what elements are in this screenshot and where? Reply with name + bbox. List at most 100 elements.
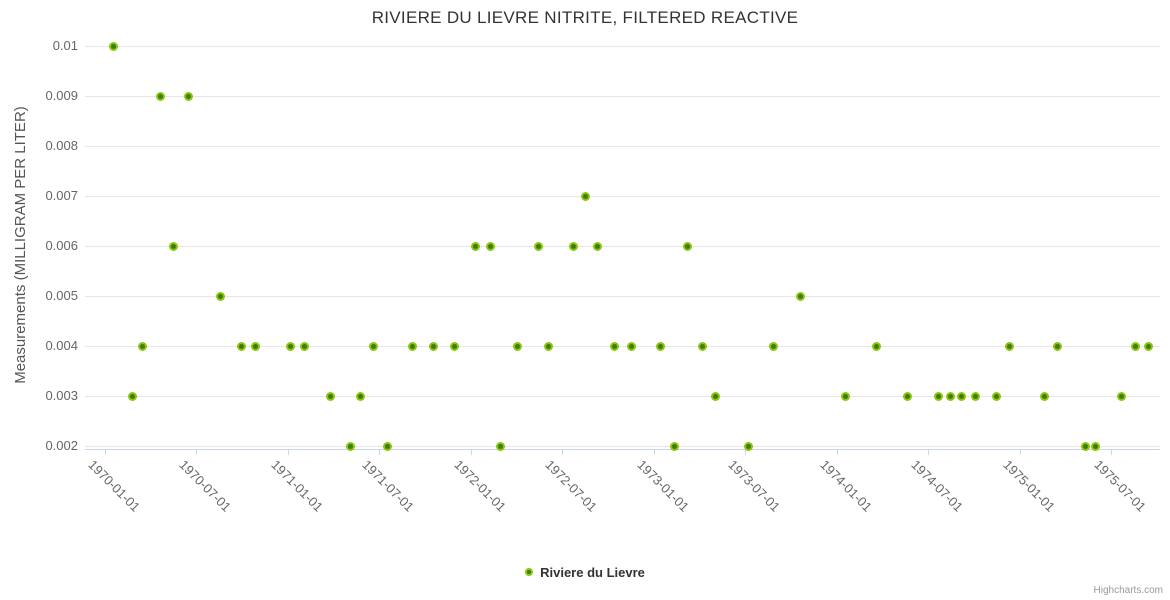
data-point[interactable] xyxy=(945,391,955,401)
y-gridline xyxy=(85,96,1160,97)
data-point[interactable] xyxy=(496,441,506,451)
y-gridline xyxy=(85,46,1160,47)
data-point[interactable] xyxy=(1091,441,1101,451)
data-point[interactable] xyxy=(992,391,1002,401)
x-axis-tick xyxy=(745,449,747,455)
x-axis-tick-label: 1970-01-01 xyxy=(85,457,144,515)
data-point[interactable] xyxy=(683,241,693,251)
data-point[interactable] xyxy=(1116,391,1126,401)
data-point[interactable] xyxy=(486,241,496,251)
data-point[interactable] xyxy=(533,241,543,251)
data-point[interactable] xyxy=(108,41,118,51)
data-point[interactable] xyxy=(382,441,392,451)
data-point[interactable] xyxy=(743,441,753,451)
data-point[interactable] xyxy=(1005,341,1015,351)
data-point[interactable] xyxy=(429,341,439,351)
data-point[interactable] xyxy=(251,341,261,351)
data-point[interactable] xyxy=(610,341,620,351)
x-axis-tick-label: 1972-07-01 xyxy=(542,457,601,515)
data-point[interactable] xyxy=(286,341,296,351)
data-point[interactable] xyxy=(450,341,460,351)
x-axis-tick-label: 1975-01-01 xyxy=(1000,457,1059,515)
x-axis-tick xyxy=(928,449,930,455)
data-point[interactable] xyxy=(796,291,806,301)
highcharts-credits[interactable]: Highcharts.com xyxy=(1093,585,1163,596)
data-point[interactable] xyxy=(956,391,966,401)
data-point[interactable] xyxy=(325,391,335,401)
data-point[interactable] xyxy=(970,391,980,401)
data-point[interactable] xyxy=(627,341,637,351)
x-axis-tick xyxy=(1111,449,1112,455)
x-axis-tick xyxy=(287,449,289,455)
x-axis-tick-label: 1973-07-01 xyxy=(725,457,784,515)
x-axis-tick-label: 1971-07-01 xyxy=(359,457,417,515)
data-point[interactable] xyxy=(1130,341,1140,351)
y-axis-tick-label: 0.006 xyxy=(45,238,78,253)
x-axis-tick xyxy=(562,449,564,455)
y-gridline xyxy=(85,346,1160,347)
y-gridline xyxy=(85,196,1160,197)
data-point[interactable] xyxy=(1053,341,1063,351)
x-axis-tick xyxy=(378,449,380,455)
legend-item[interactable]: Riviere du Lievre xyxy=(0,562,1170,582)
data-point[interactable] xyxy=(471,241,481,251)
data-point[interactable] xyxy=(137,341,147,351)
x-axis-tick xyxy=(1020,449,1022,455)
x-axis-tick-label: 1974-07-01 xyxy=(908,457,967,515)
data-point[interactable] xyxy=(183,91,193,101)
x-axis-line xyxy=(85,449,1160,450)
data-point[interactable] xyxy=(698,341,708,351)
legend-label: Riviere du Lievre xyxy=(540,564,645,580)
data-point[interactable] xyxy=(903,391,913,401)
data-point[interactable] xyxy=(155,91,165,101)
data-point[interactable] xyxy=(872,341,882,351)
y-gridline xyxy=(85,296,1160,297)
y-gridline xyxy=(85,146,1160,147)
data-point[interactable] xyxy=(1040,391,1050,401)
y-gridline xyxy=(85,446,1160,447)
y-gridline xyxy=(85,246,1160,247)
y-axis-tick-label: 0.004 xyxy=(45,338,78,353)
data-point[interactable] xyxy=(345,441,355,451)
data-point[interactable] xyxy=(512,341,522,351)
x-axis-tick-label: 1973-01-01 xyxy=(634,457,693,515)
x-axis-tick-label: 1970-07-01 xyxy=(176,457,234,515)
x-axis-tick-label: 1971-01-01 xyxy=(268,457,326,515)
data-point[interactable] xyxy=(841,391,851,401)
data-point[interactable] xyxy=(216,291,226,301)
y-axis-tick-label: 0.008 xyxy=(45,138,78,153)
y-axis-tick-label: 0.009 xyxy=(45,88,78,103)
data-point[interactable] xyxy=(580,191,590,201)
x-axis-tick xyxy=(470,449,472,455)
x-axis-tick xyxy=(195,449,197,455)
y-axis-tick-label: 0.007 xyxy=(45,188,78,203)
x-axis-tick xyxy=(654,449,656,455)
data-point[interactable] xyxy=(656,341,666,351)
x-axis-tick xyxy=(837,449,839,455)
data-point[interactable] xyxy=(933,391,943,401)
data-point[interactable] xyxy=(127,391,137,401)
data-point[interactable] xyxy=(768,341,778,351)
x-axis-tick-label: 1975-07-01 xyxy=(1091,457,1150,515)
y-axis-tick-label: 0.005 xyxy=(45,288,78,303)
data-point[interactable] xyxy=(543,341,553,351)
chart-title: RIVIERE DU LIEVRE NITRITE, FILTERED REAC… xyxy=(371,8,799,27)
x-axis-tick-label: 1974-01-01 xyxy=(817,457,876,515)
legend-marker-icon xyxy=(525,568,534,576)
data-point[interactable] xyxy=(368,341,378,351)
data-point[interactable] xyxy=(168,241,178,251)
data-point[interactable] xyxy=(408,341,418,351)
data-point[interactable] xyxy=(568,241,578,251)
data-point[interactable] xyxy=(670,441,680,451)
y-axis-tick-label: 0.002 xyxy=(45,438,78,453)
data-point[interactable] xyxy=(1143,341,1153,351)
data-point[interactable] xyxy=(710,391,720,401)
y-axis-tick-label: 0.003 xyxy=(45,388,78,403)
data-point[interactable] xyxy=(237,341,247,351)
data-point[interactable] xyxy=(355,391,365,401)
data-point[interactable] xyxy=(300,341,310,351)
y-gridline xyxy=(85,396,1160,397)
data-point[interactable] xyxy=(1081,441,1091,451)
data-point[interactable] xyxy=(593,241,603,251)
